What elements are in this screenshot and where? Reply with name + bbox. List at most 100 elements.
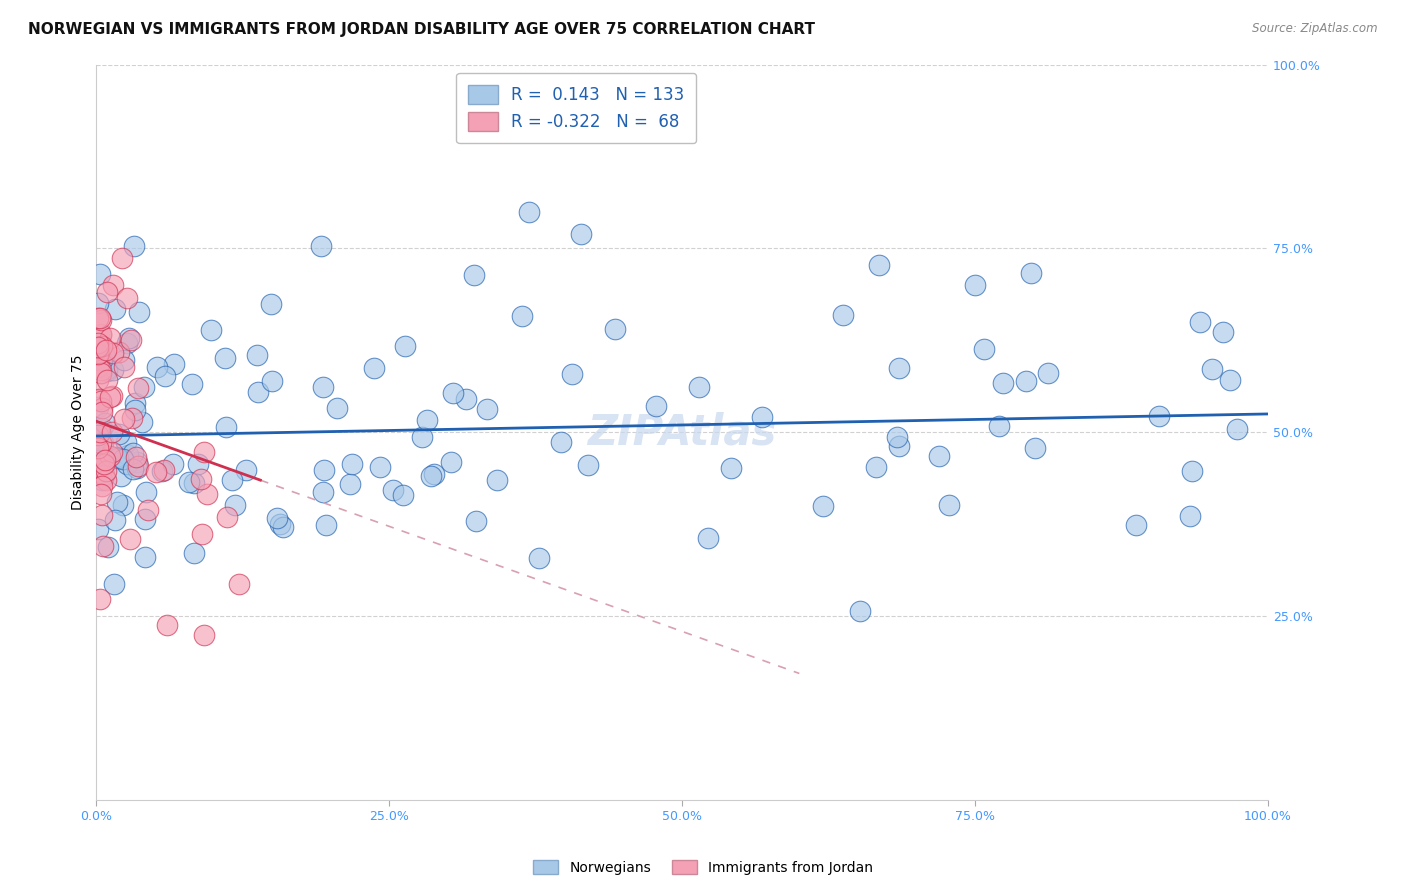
- Point: [454, 392, 477, 406]
- Point: [112, 352, 135, 367]
- Point: [86, 347, 108, 361]
- Point: [1180, 508, 1202, 523]
- Point: [107, 427, 129, 442]
- Point: [246, 348, 269, 362]
- Point: [865, 460, 887, 475]
- Point: [312, 380, 335, 394]
- Point: [135, 484, 157, 499]
- Point: [90, 328, 112, 343]
- Point: [214, 351, 236, 365]
- Point: [928, 449, 950, 463]
- Point: [228, 577, 250, 591]
- Point: [214, 420, 236, 434]
- Point: [190, 472, 212, 486]
- Point: [89, 453, 111, 467]
- Point: [121, 462, 143, 476]
- Point: [86, 359, 108, 374]
- Point: [180, 377, 202, 392]
- Point: [485, 473, 508, 487]
- Point: [96, 285, 118, 300]
- Point: [108, 344, 131, 359]
- Point: [153, 368, 176, 383]
- Point: [97, 540, 120, 554]
- Point: [145, 359, 167, 374]
- Point: [104, 302, 127, 317]
- Point: [87, 460, 110, 475]
- Point: [391, 488, 413, 502]
- Point: [195, 486, 218, 500]
- Point: [183, 476, 205, 491]
- Point: [363, 361, 385, 376]
- Point: [86, 340, 108, 354]
- Point: [131, 415, 153, 429]
- Point: [266, 511, 288, 525]
- Point: [177, 475, 200, 489]
- Point: [91, 435, 114, 450]
- Point: [91, 479, 114, 493]
- Point: [96, 362, 118, 376]
- Point: [87, 311, 110, 326]
- Point: [105, 494, 128, 508]
- Point: [569, 227, 592, 241]
- Text: NORWEGIAN VS IMMIGRANTS FROM JORDAN DISABILITY AGE OVER 75 CORRELATION CHART: NORWEGIAN VS IMMIGRANTS FROM JORDAN DISA…: [28, 22, 815, 37]
- Point: [128, 304, 150, 318]
- Point: [94, 343, 117, 357]
- Point: [101, 444, 124, 458]
- Point: [124, 396, 146, 410]
- Point: [91, 508, 114, 523]
- Point: [118, 331, 141, 345]
- Point: [1181, 464, 1204, 478]
- Point: [889, 361, 911, 376]
- Point: [90, 473, 112, 487]
- Point: [93, 453, 115, 467]
- Point: [644, 399, 666, 413]
- Point: [381, 483, 404, 497]
- Point: [235, 462, 257, 476]
- Point: [1015, 374, 1038, 388]
- Point: [1147, 409, 1170, 424]
- Point: [90, 313, 112, 327]
- Point: [868, 258, 890, 272]
- Point: [87, 358, 110, 372]
- Point: [107, 451, 129, 466]
- Point: [886, 430, 908, 444]
- Point: [411, 430, 433, 444]
- Point: [86, 400, 108, 414]
- Point: [200, 323, 222, 337]
- Point: [117, 458, 139, 472]
- Legend: Norwegians, Immigrants from Jordan: Norwegians, Immigrants from Jordan: [527, 855, 879, 880]
- Point: [889, 439, 911, 453]
- Point: [193, 445, 215, 459]
- Point: [118, 532, 141, 546]
- Point: [938, 498, 960, 512]
- Point: [260, 297, 283, 311]
- Point: [134, 512, 156, 526]
- Point: [101, 277, 124, 292]
- Text: ZIPAtlas: ZIPAtlas: [588, 411, 776, 453]
- Point: [90, 436, 112, 450]
- Point: [89, 345, 111, 359]
- Point: [124, 403, 146, 417]
- Point: [96, 364, 118, 378]
- Point: [111, 251, 134, 265]
- Point: [90, 401, 112, 415]
- Point: [688, 380, 710, 394]
- Point: [115, 435, 138, 450]
- Y-axis label: Disability Age Over 75: Disability Age Over 75: [72, 355, 86, 510]
- Point: [101, 389, 124, 403]
- Point: [87, 296, 110, 310]
- Point: [1024, 441, 1046, 455]
- Point: [122, 446, 145, 460]
- Point: [152, 463, 174, 477]
- Point: [93, 467, 115, 482]
- Point: [1219, 373, 1241, 387]
- Point: [1036, 367, 1059, 381]
- Point: [420, 468, 443, 483]
- Point: [89, 425, 111, 440]
- Point: [1201, 362, 1223, 376]
- Point: [991, 376, 1014, 390]
- Point: [103, 577, 125, 591]
- Point: [98, 331, 121, 345]
- Point: [89, 392, 111, 406]
- Point: [224, 498, 246, 512]
